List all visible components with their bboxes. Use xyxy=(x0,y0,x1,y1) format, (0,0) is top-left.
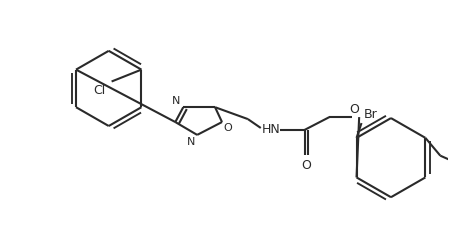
Text: O: O xyxy=(223,123,232,133)
Text: HN: HN xyxy=(262,123,281,136)
Text: O: O xyxy=(349,103,359,116)
Text: N: N xyxy=(187,137,195,147)
Text: Br: Br xyxy=(364,108,377,121)
Text: Cl: Cl xyxy=(93,84,106,98)
Text: N: N xyxy=(172,96,180,106)
Text: O: O xyxy=(302,159,312,172)
